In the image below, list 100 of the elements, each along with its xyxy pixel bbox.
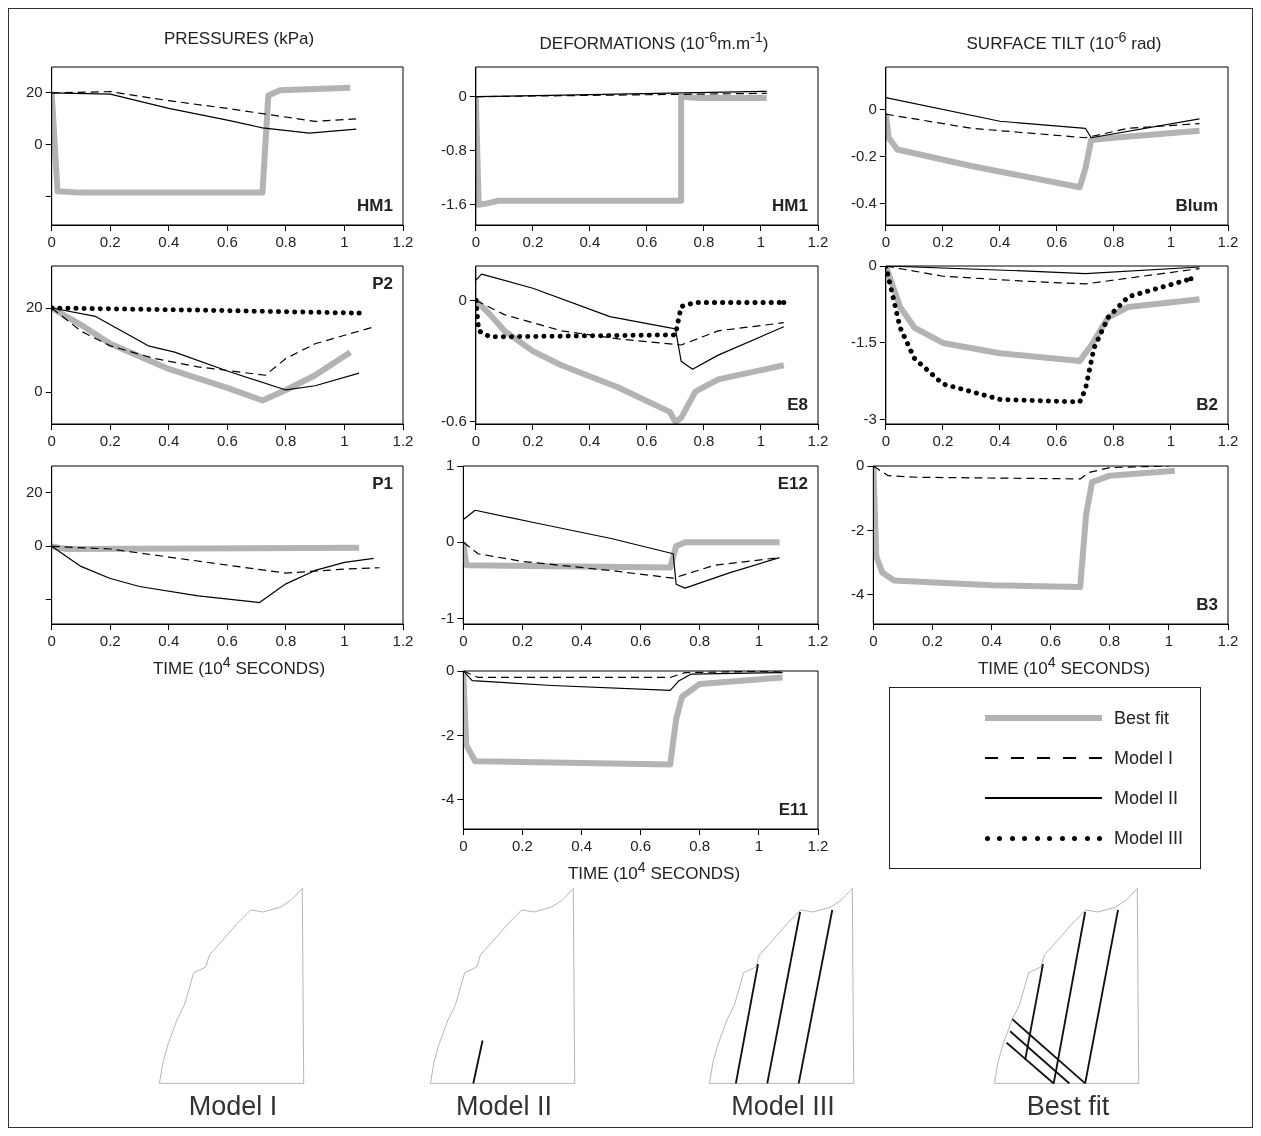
x-tick-label: 0.6 [1046, 233, 1068, 251]
x-tick-label: 0.6 [636, 233, 658, 251]
x-tick-label: 1.2 [807, 632, 829, 650]
x-tick-label: 0.6 [630, 632, 652, 650]
y-tick-label: 0 [868, 99, 877, 117]
x-tick-label: 0 [881, 432, 891, 450]
x-tick-label: 0.8 [689, 632, 711, 650]
x-tick-label: 1 [754, 837, 764, 855]
x-tick-label: 0.6 [1040, 632, 1062, 650]
x-tick-label: 0.4 [158, 432, 180, 450]
y-tick-label: 20 [26, 482, 43, 500]
x-tick-label: 0.8 [1103, 432, 1125, 450]
x-tick-label: 0.2 [522, 233, 544, 251]
x-tick-label: 0.4 [571, 837, 592, 855]
legend-label: Best fit [1114, 707, 1170, 729]
annotation: E11 [778, 800, 808, 820]
annotation: P2 [372, 274, 393, 294]
x-tick-label: 0.6 [636, 432, 658, 450]
y-tick-label: 0 [34, 382, 43, 400]
y-tick-label: -0.6 [440, 412, 467, 430]
y-tick-label: -4 [440, 790, 455, 808]
y-tick-label: 0 [458, 290, 467, 308]
text: Model III [730, 1091, 836, 1122]
x-tick-label: 1.2 [392, 632, 414, 650]
x-tick-label: 1 [1164, 632, 1174, 650]
y-tick-label: 0 [868, 256, 877, 274]
y-tick-label: 0 [34, 536, 43, 554]
x-tick-label: 0.2 [932, 432, 954, 450]
x-tick-label: 0.2 [522, 432, 544, 450]
x-tick-label: 0.4 [989, 233, 1011, 251]
x-tick-label: 0 [471, 233, 481, 251]
x-tick-label: 0.8 [1103, 233, 1125, 251]
x-tick-label: 0.4 [571, 632, 592, 650]
x-tick-label: 1 [756, 432, 766, 450]
x-tick-label: 0.6 [630, 837, 652, 855]
x-tick-label: 0.4 [989, 432, 1011, 450]
x-tick-label: 0.6 [216, 632, 238, 650]
legend-label: Model II [1114, 787, 1179, 809]
x-tick-label: 0.4 [158, 632, 180, 650]
x-tick-label: 0.4 [579, 432, 601, 450]
x-tick-label: 0.4 [981, 632, 1002, 650]
x-tick-label: 1.2 [392, 233, 414, 251]
text: Model II [454, 1091, 553, 1122]
x-tick-label: 1 [754, 632, 764, 650]
x-tick-label: 0 [47, 432, 56, 450]
x-axis-title: TIME (10$^{4}$ SECONDS) [151, 654, 327, 680]
x-tick-label: 0.4 [579, 233, 601, 251]
x-tick-label: 0.8 [693, 233, 715, 251]
y-tick-label: -0.4 [850, 193, 877, 211]
x-tick-label: 1.2 [807, 432, 829, 450]
annotation: E8 [787, 395, 808, 415]
chart-title: PRESSURES (kPa) [162, 29, 316, 50]
x-tick-label: 0 [47, 632, 56, 650]
x-tick-label: 1.2 [1217, 432, 1239, 450]
x-tick-label: 0.8 [1099, 632, 1121, 650]
x-tick-label: 1 [340, 233, 349, 251]
y-tick-label: -1.6 [440, 194, 467, 212]
x-tick-label: 0.2 [512, 837, 533, 855]
y-tick-label: 0 [445, 661, 455, 679]
y-tick-label: 20 [26, 83, 43, 101]
legend-label: Model III [1114, 827, 1184, 849]
x-tick-label: 0.8 [275, 233, 297, 251]
x-tick-label: 0.8 [275, 432, 297, 450]
x-tick-label: 1.2 [807, 233, 829, 251]
text: Best fit [1025, 1091, 1111, 1122]
annotation: P1 [372, 474, 393, 494]
x-tick-label: 0 [47, 233, 56, 251]
y-tick-label: -2 [440, 725, 455, 743]
x-tick-label: 1.2 [1217, 632, 1239, 650]
y-tick-label: 1 [445, 456, 455, 474]
y-tick-label: -1.5 [850, 333, 877, 351]
y-tick-label: -0.2 [850, 146, 877, 164]
y-tick-label: 0 [855, 456, 865, 474]
x-tick-label: 1.2 [1217, 233, 1239, 251]
x-tick-label: 1 [340, 632, 349, 650]
x-tick-label: 0.4 [158, 233, 180, 251]
annotation: HM1 [772, 196, 808, 216]
annotation: B3 [1196, 595, 1218, 615]
legend-label: Model I [1114, 747, 1174, 769]
x-tick-label: 0.2 [512, 632, 533, 650]
x-tick-label: 0.8 [275, 632, 297, 650]
x-tick-label: 1 [756, 233, 766, 251]
x-tick-label: 0.2 [99, 632, 121, 650]
y-tick-label: -2 [850, 520, 865, 538]
annotation: B2 [1196, 395, 1218, 415]
y-tick-label: 20 [26, 298, 43, 316]
x-tick-label: 1 [1166, 432, 1176, 450]
x-tick-label: 0.2 [922, 632, 943, 650]
x-tick-label: 1 [1166, 233, 1176, 251]
x-tick-label: 0 [881, 233, 891, 251]
y-tick-label: 0 [34, 134, 43, 152]
y-tick-label: 0 [458, 86, 467, 104]
x-tick-label: 0.8 [693, 432, 715, 450]
x-tick-label: 1 [340, 432, 349, 450]
x-axis-title: TIME (10$^{4}$ SECONDS) [566, 859, 742, 885]
x-tick-label: 0.2 [99, 432, 121, 450]
y-tick-label: -0.8 [440, 140, 467, 158]
y-tick-label: -1 [440, 608, 455, 626]
y-tick-label: -3 [863, 410, 877, 428]
x-tick-label: 0 [471, 432, 481, 450]
